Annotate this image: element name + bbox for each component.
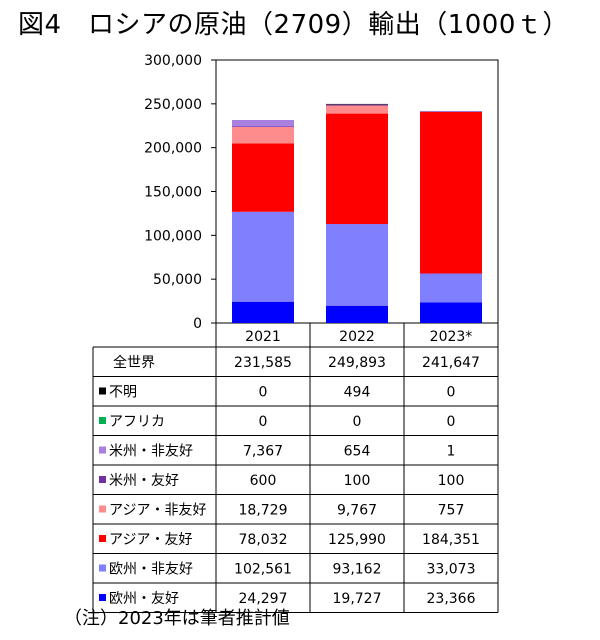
series-label: 欧州・非友好 xyxy=(109,562,193,578)
bar-segment xyxy=(326,105,388,114)
x-category-label: 2023* xyxy=(430,329,473,345)
data-label: 7,367 xyxy=(243,444,283,460)
bar-segment xyxy=(326,104,388,105)
legend-swatch xyxy=(99,535,106,542)
data-label: 100 xyxy=(344,473,371,489)
bar-segment xyxy=(326,103,388,105)
series-label: アジア・非友好 xyxy=(109,503,206,519)
data-label: 93,162 xyxy=(333,562,382,578)
bar-segment xyxy=(420,273,482,303)
y-tick-label: 300,000 xyxy=(144,53,202,69)
data-label: 125,990 xyxy=(328,532,386,548)
series-label: 不明 xyxy=(109,385,137,401)
legend-swatch xyxy=(99,387,106,395)
y-tick-label: 50,000 xyxy=(153,272,202,288)
bar-segment xyxy=(420,111,482,274)
series-label: 米州・非友好 xyxy=(109,444,193,460)
data-label: 19,727 xyxy=(333,591,382,607)
data-label: 0 xyxy=(353,414,362,430)
x-category-label: 2022 xyxy=(339,329,375,345)
bar-segment xyxy=(420,111,482,112)
data-label: 0 xyxy=(447,385,456,401)
y-tick-label: 100,000 xyxy=(144,228,202,244)
data-label: 24,297 xyxy=(239,591,288,607)
total-row-label: 全世界 xyxy=(113,354,155,371)
y-tick-label: 250,000 xyxy=(144,97,202,113)
bar-segment xyxy=(326,224,388,306)
legend-swatch xyxy=(99,564,106,572)
data-label: 1 xyxy=(447,444,456,460)
series-label: 欧州・友好 xyxy=(109,591,179,607)
total-value: 249,893 xyxy=(328,355,386,371)
series-label: アフリカ xyxy=(109,414,165,430)
x-category-label: 2021 xyxy=(245,329,281,345)
series-label: アジア・友好 xyxy=(109,532,192,548)
data-label: 0 xyxy=(447,414,456,430)
legend-swatch xyxy=(99,594,106,601)
bar-segment xyxy=(326,113,388,225)
series-label: 米州・友好 xyxy=(109,473,179,489)
y-tick-label: 0 xyxy=(193,316,202,332)
bar-segment xyxy=(232,119,294,127)
bar-segment xyxy=(420,302,482,323)
data-label: 100 xyxy=(438,473,465,489)
data-label: 102,561 xyxy=(234,562,292,578)
data-label: 494 xyxy=(344,385,371,401)
data-label: 0 xyxy=(259,385,268,401)
data-label: 757 xyxy=(438,503,465,519)
data-label: 654 xyxy=(344,444,371,460)
y-tick-label: 200,000 xyxy=(144,141,202,157)
bar-segment xyxy=(232,301,294,323)
data-label: 9,767 xyxy=(337,503,377,519)
bar-segment xyxy=(232,211,294,302)
data-label: 33,073 xyxy=(427,562,476,578)
y-tick-label: 150,000 xyxy=(144,185,202,201)
data-label: 0 xyxy=(259,414,268,430)
data-label: 600 xyxy=(250,473,277,489)
legend-swatch xyxy=(99,417,106,424)
bar-segment xyxy=(326,305,388,323)
bar-segment xyxy=(326,104,388,106)
bar-segment xyxy=(232,126,294,128)
data-label: 78,032 xyxy=(239,532,288,548)
bar-segment xyxy=(232,143,294,212)
chart-title: 図4 ロシアの原油（2709）輸出（1000ｔ） xyxy=(18,10,569,40)
total-value: 241,647 xyxy=(422,355,480,371)
bar-segment xyxy=(232,126,294,144)
footnote: （注）2023年は筆者推計値 xyxy=(64,608,290,629)
data-label: 18,729 xyxy=(239,503,288,519)
total-value: 231,585 xyxy=(234,355,292,371)
legend-swatch xyxy=(99,505,106,513)
data-label: 184,351 xyxy=(422,532,480,548)
legend-swatch xyxy=(99,446,106,454)
legend-swatch xyxy=(99,476,106,483)
data-label: 23,366 xyxy=(427,591,476,607)
